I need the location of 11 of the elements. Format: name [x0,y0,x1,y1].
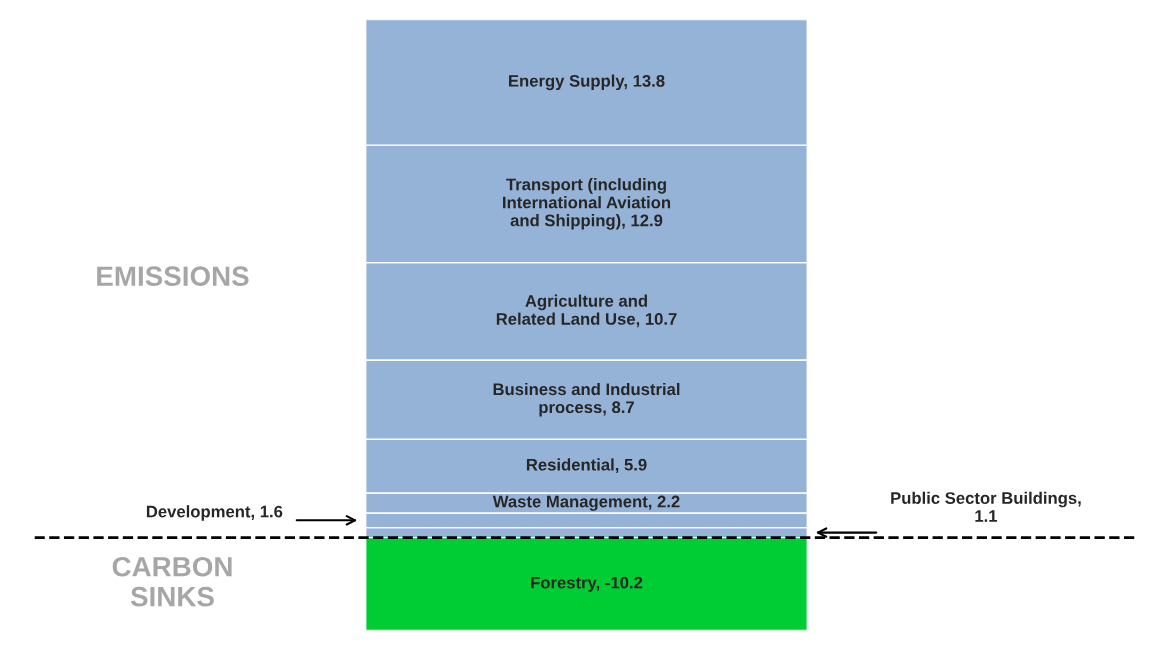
text: Development, 1.6 [146,505,283,521]
data-label: Transport (including International Aviation and Shipping), 12.9 [503,178,671,230]
data-label: Business and Industrial process, 8.7 [493,382,680,417]
text: EMISSIONS [97,266,249,287]
text: CARBON SINKS [112,556,232,607]
data-label: Agriculture and Related Land Use, 10.7 [496,294,677,328]
text: Public Sector Buildings, 1.1 [891,491,1081,522]
data-label: Residential, 5.9 [526,458,647,474]
data-label: Energy Supply, 13.8 [509,74,665,91]
data-label: Waste Management, 2.2 [492,495,680,511]
data-label: Forestry, -10.2 [531,576,643,592]
